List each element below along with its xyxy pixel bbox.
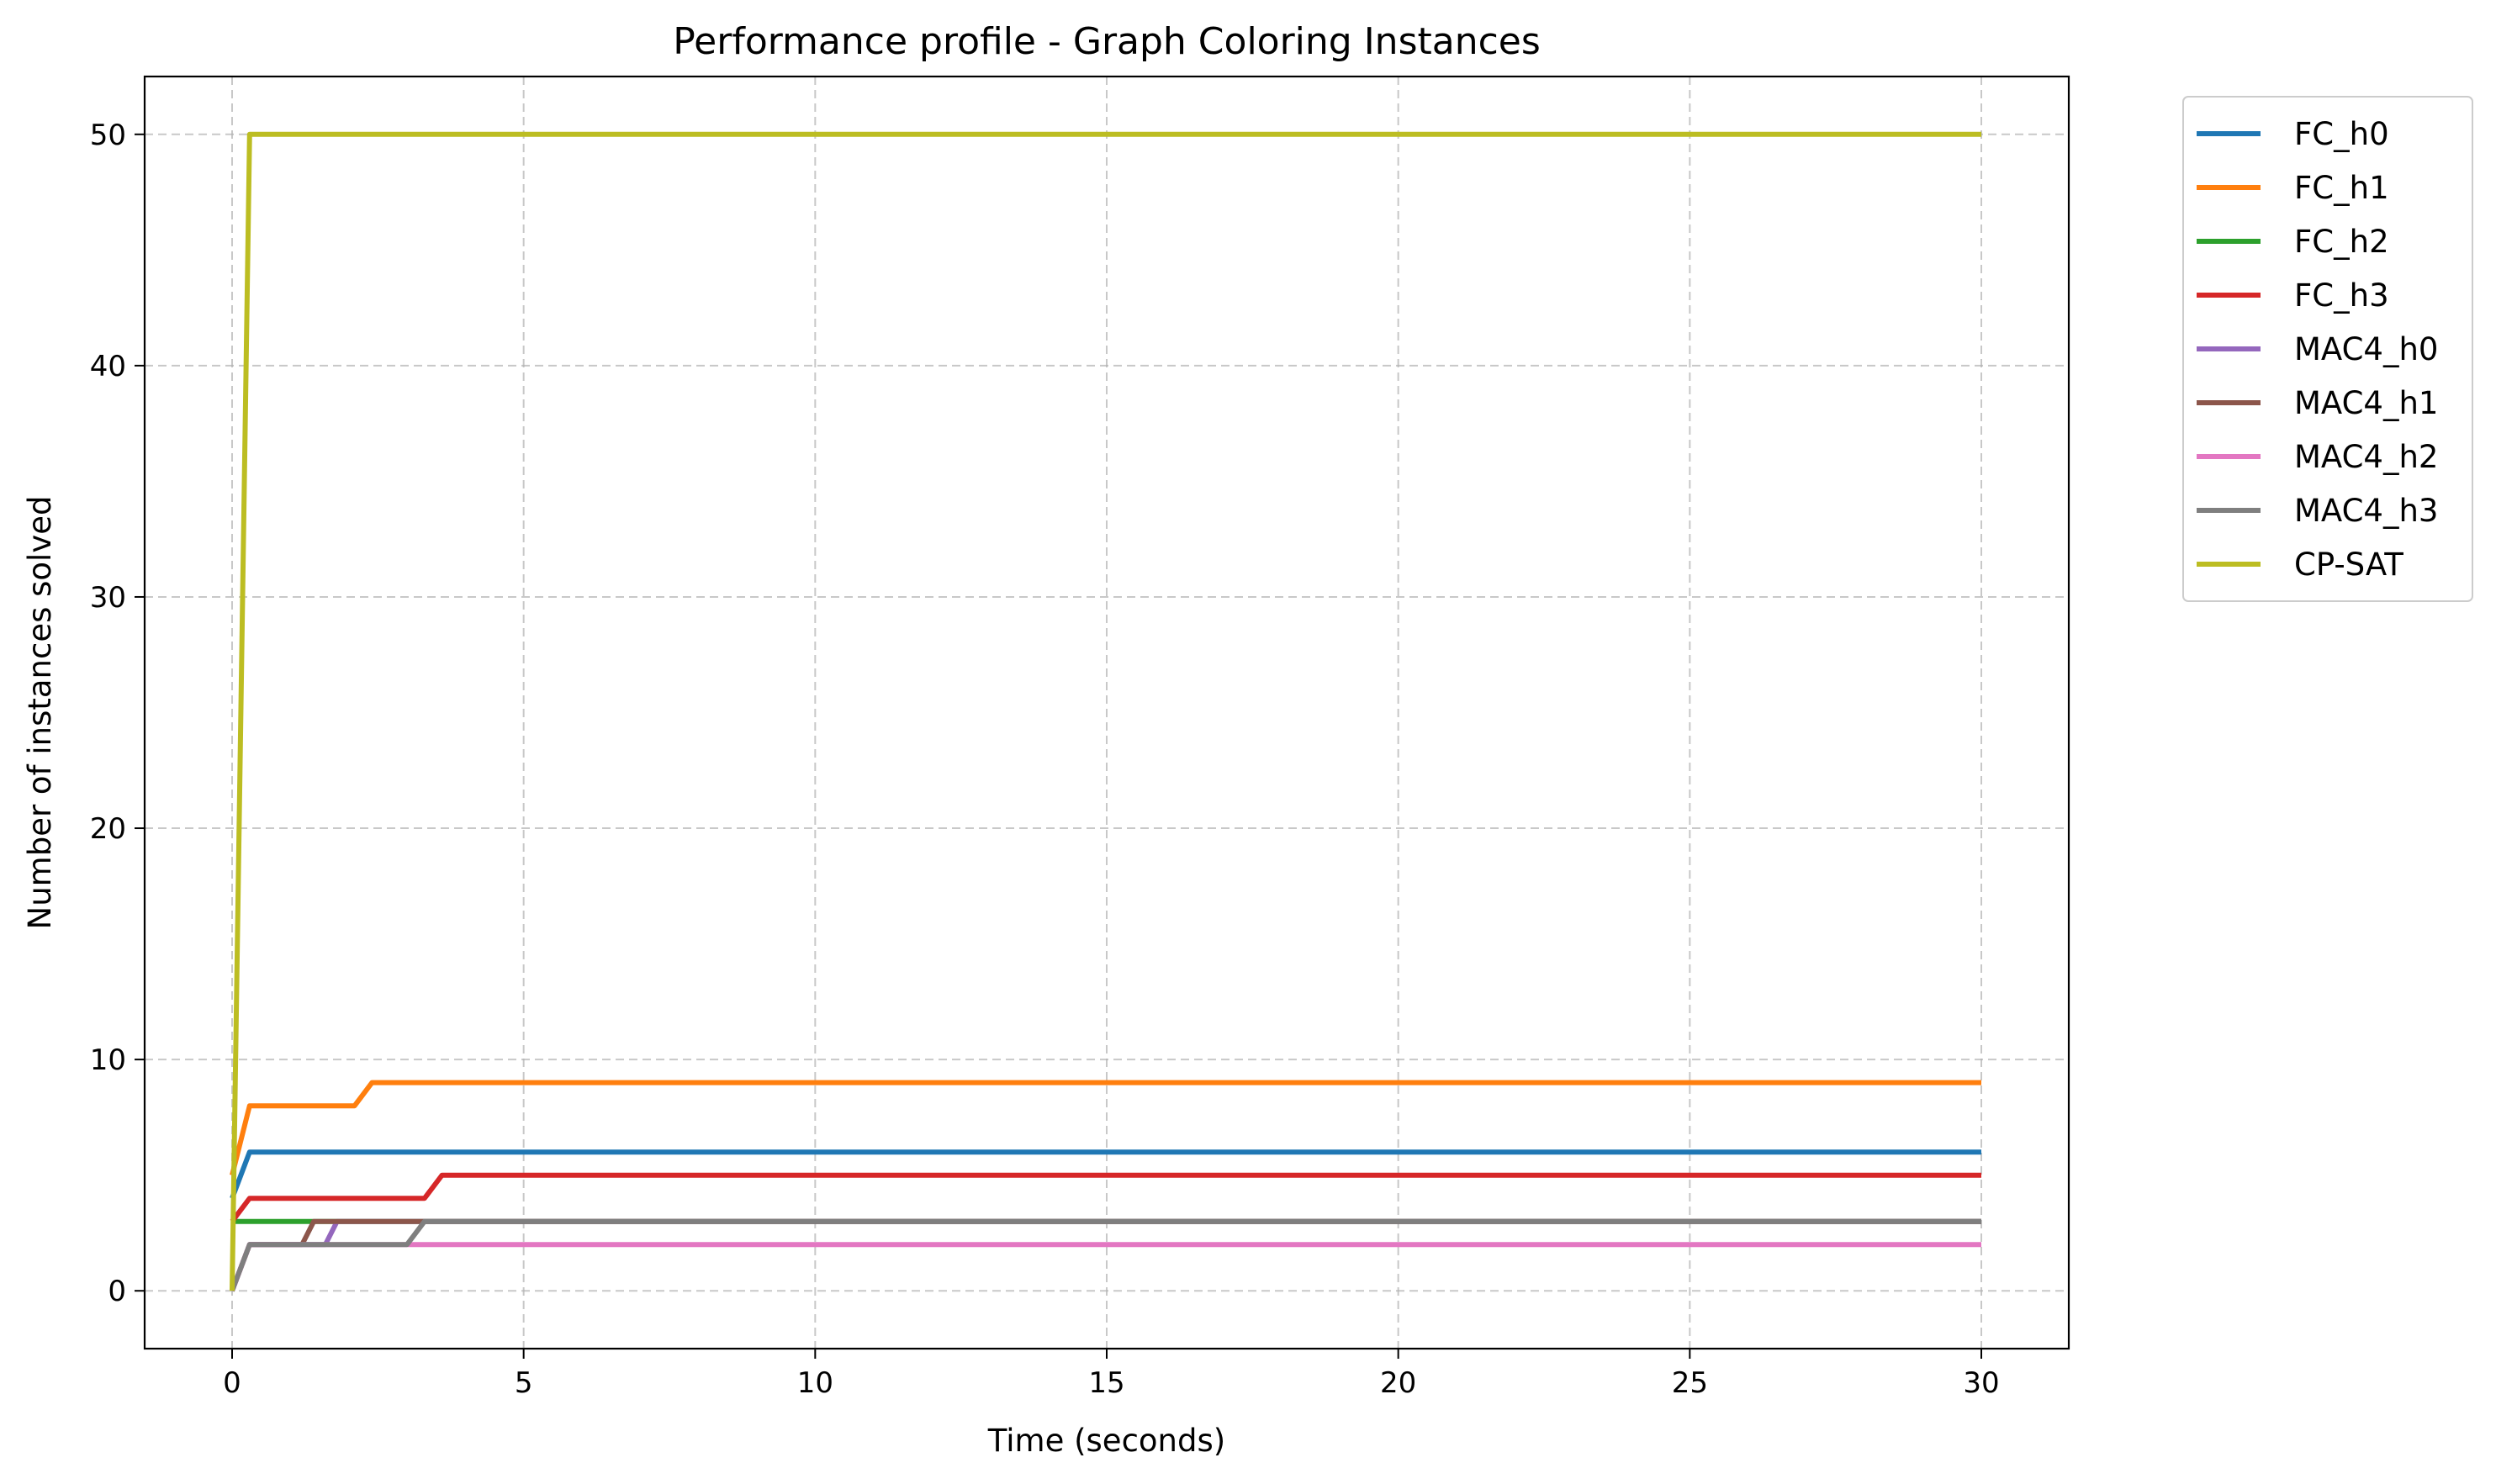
chart-title: Performance profile - Graph Coloring Ins…: [673, 20, 1541, 63]
legend-label-fc_h2: FC_h2: [2294, 224, 2389, 260]
legend-label-mac4_h2: MAC4_h2: [2294, 439, 2438, 475]
series-line-fc_h0: [230, 1149, 1981, 1200]
legend-box: [2182, 96, 2473, 602]
legend-label-fc_h1: FC_h1: [2294, 170, 2389, 206]
x-tick-label: 10: [797, 1366, 833, 1400]
x-tick-label: 0: [223, 1366, 241, 1400]
series-line-fc_h3: [230, 1172, 1981, 1223]
y-tick-label: 50: [90, 119, 126, 152]
x-tick-label: 25: [1672, 1366, 1708, 1400]
legend-label-mac4_h3: MAC4_h3: [2294, 493, 2438, 529]
x-tick-label: 30: [1963, 1366, 1999, 1400]
y-tick-label: 30: [90, 581, 126, 615]
series-line-cp-sat: [230, 131, 1981, 1291]
x-tick-label: 20: [1380, 1366, 1416, 1400]
y-axis-label: Number of instances solved: [22, 496, 58, 930]
legend-label-fc_h0: FC_h0: [2294, 116, 2389, 152]
x-axis-label: Time (seconds): [987, 1423, 1225, 1459]
legend-label-mac4_h0: MAC4_h0: [2294, 331, 2438, 367]
series-line-fc_h1: [230, 1080, 1981, 1176]
legend: FC_h0 FC_h1 FC_h2 FC_h3 MAC4_h0 MAC4_h1 MAC4_h…: [2182, 96, 2473, 602]
y-tick-label: 10: [90, 1043, 126, 1077]
x-tick-label: 15: [1088, 1366, 1124, 1400]
series-layer: [230, 131, 1981, 1292]
legend-label-cp-sat: CP-SAT: [2294, 547, 2403, 583]
y-tick-label: 0: [108, 1275, 126, 1308]
y-tick-label: 20: [90, 812, 126, 846]
tick-layer: 0 5 10 15 20 25 30 0 10 20 30 40 50: [90, 119, 2000, 1400]
y-tick-label: 40: [90, 350, 126, 383]
legend-label-mac4_h1: MAC4_h1: [2294, 385, 2438, 421]
x-tick-label: 5: [515, 1366, 533, 1400]
legend-label-fc_h3: FC_h3: [2294, 277, 2389, 314]
series-line-mac4_h3: [230, 1218, 1981, 1292]
